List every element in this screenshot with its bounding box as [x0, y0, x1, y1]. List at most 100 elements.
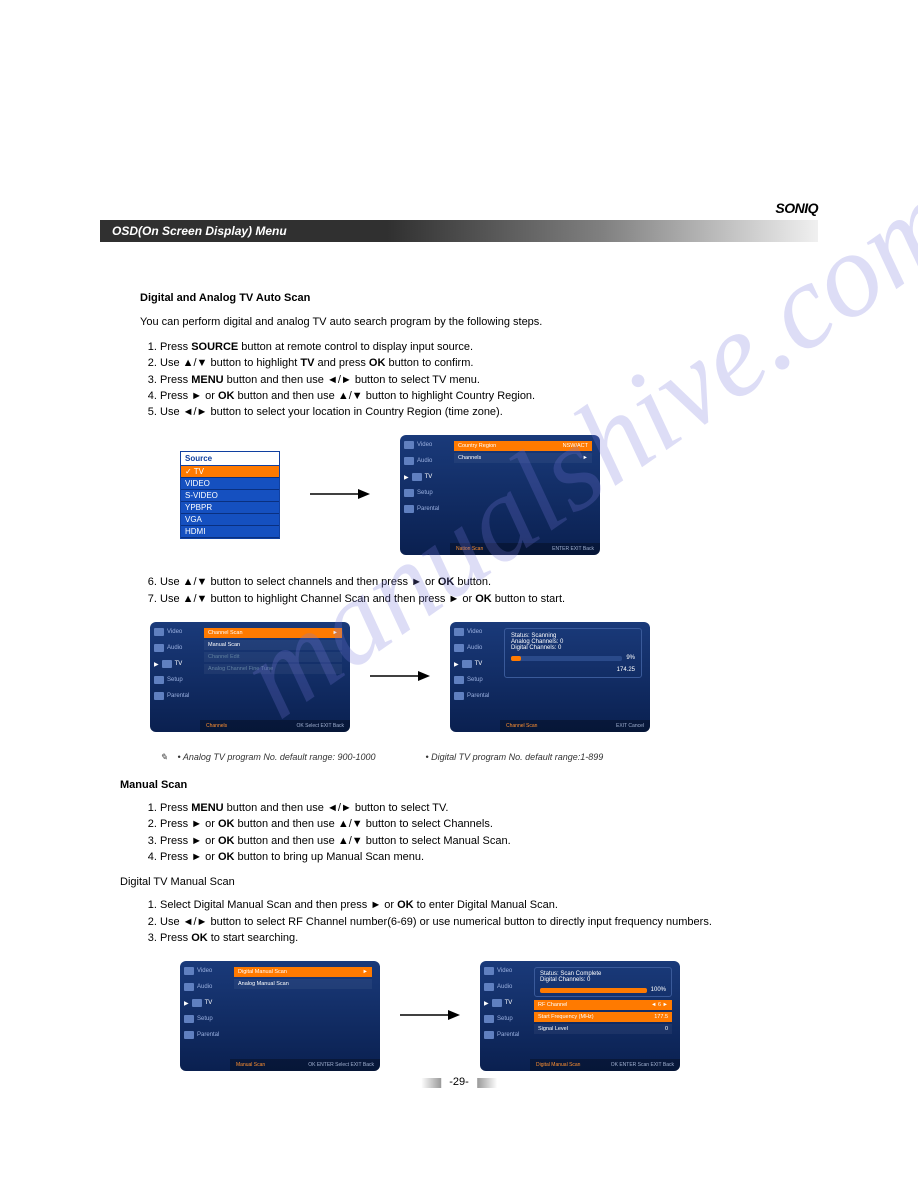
tab-icon	[484, 967, 494, 975]
start-freq-row: Start Frequency (MHz)177.5	[534, 1012, 672, 1022]
osd-footer-controls: ENTER EXIT Back	[552, 546, 594, 552]
tab-icon	[484, 1015, 494, 1023]
tab-icon	[162, 660, 172, 668]
step-item: Press MENU button and then use ◄/► butto…	[160, 801, 818, 815]
steps-list-b: Use ▲/▼ button to select channels and th…	[160, 575, 818, 606]
step-item: Press SOURCE button at remote control to…	[160, 340, 818, 354]
section-heading-manual: Manual Scan	[120, 779, 818, 791]
arrow-right-icon	[310, 488, 370, 503]
tab-icon	[404, 441, 414, 449]
osd-tab: ▶ TV	[404, 473, 446, 481]
osd-footer-label: Channel Scan	[506, 723, 537, 729]
osd-tab: ▶ TV	[454, 660, 496, 668]
caption-digital: • Digital TV program No. default range:1…	[426, 752, 604, 763]
caption-analog: • Analog TV program No. default range: 9…	[178, 752, 376, 763]
tab-icon	[404, 489, 414, 497]
tab-icon	[184, 1031, 194, 1039]
osd-menu-row: Analog Channel Fine Tune	[204, 664, 342, 674]
step-item: Press ► or OK button to bring up Manual …	[160, 850, 818, 864]
tab-icon	[192, 999, 202, 1007]
steps-list-digital: Select Digital Manual Scan and then pres…	[160, 898, 818, 945]
osd-footer-label: Manual Scan	[236, 1062, 265, 1068]
steps-list-manual: Press MENU button and then use ◄/► butto…	[160, 801, 818, 864]
source-menu: Source ✓ TVVIDEOS-VIDEOYPBPRVGAHDMI	[180, 451, 280, 539]
osd-tab: Audio	[404, 457, 446, 465]
osd-tab: Setup	[154, 676, 196, 684]
tab-icon	[492, 999, 502, 1007]
intro-text: You can perform digital and analog TV au…	[140, 316, 818, 328]
tab-icon	[404, 457, 414, 465]
digital-count: Digital Channels: 0	[511, 645, 635, 651]
tab-icon	[154, 676, 164, 684]
osd-tab: Setup	[454, 676, 496, 684]
osd-tab: Video	[184, 967, 226, 975]
osd-menu-row: Analog Manual Scan	[234, 979, 372, 989]
osd-footer-label: Channels	[206, 723, 227, 729]
osd-tab: Setup	[404, 489, 446, 497]
note-caption-icon: ✎	[160, 752, 168, 763]
osd-tab: Video	[454, 628, 496, 636]
osd-tab: Setup	[184, 1015, 226, 1023]
osd-tab: Parental	[184, 1031, 226, 1039]
step-item: Use ▲/▼ button to highlight Channel Scan…	[160, 592, 818, 606]
osd-tab: Setup	[484, 1015, 526, 1023]
osd-tab: Audio	[184, 983, 226, 991]
page-number: -29-	[441, 1076, 477, 1088]
arrow-right-icon	[400, 1009, 460, 1024]
tab-icon	[184, 983, 194, 991]
osd-tab: ▶ TV	[154, 660, 196, 668]
osd-menu-row: Channels►	[454, 453, 592, 463]
osd-tab: Parental	[454, 692, 496, 700]
osd-panel-scanning: VideoAudio▶ TVSetupParental Status: Scan…	[450, 622, 650, 732]
osd-menu-row: Channel Edit	[204, 652, 342, 662]
osd-menu-row: Country RegionNSW/ACT	[454, 441, 592, 451]
osd-tab: ▶ TV	[484, 999, 526, 1007]
osd-tab: Video	[404, 441, 446, 449]
osd-panel-country: Video Audio ▶ TV Setup Parental Country Regi…	[400, 435, 600, 555]
osd-footer-controls: OK ENTER Select EXIT Back	[308, 1062, 374, 1068]
osd-tab: Parental	[404, 505, 446, 513]
source-item: ✓ TV	[181, 466, 279, 478]
osd-panel-channels: VideoAudio▶ TVSetupParental Channel Scan…	[150, 622, 350, 732]
osd-footer-controls: OK Select EXIT Back	[297, 723, 344, 729]
tab-icon	[454, 692, 464, 700]
osd-menu-row: Manual Scan	[204, 640, 342, 650]
step-item: Use ▲/▼ button to highlight TV and press…	[160, 356, 818, 370]
steps-list-a: Press SOURCE button at remote control to…	[160, 340, 818, 419]
step-item: Use ◄/► button to select RF Channel numb…	[160, 915, 818, 929]
osd-tab: Parental	[154, 692, 196, 700]
arrow-right-icon	[370, 670, 430, 685]
tab-icon	[404, 505, 414, 513]
tab-icon	[184, 967, 194, 975]
osd-footer-controls: OK ENTER Scan EXIT Back	[611, 1062, 674, 1068]
source-item: HDMI	[181, 526, 279, 538]
source-item: S-VIDEO	[181, 490, 279, 502]
osd-tab: ▶ TV	[184, 999, 226, 1007]
tab-icon	[454, 644, 464, 652]
osd-footer-label: Nation Scan	[456, 546, 483, 552]
tab-icon	[454, 628, 464, 636]
tab-icon	[184, 1015, 194, 1023]
osd-tab: Audio	[454, 644, 496, 652]
step-item: Press ► or OK button and then use ▲/▼ bu…	[160, 817, 818, 831]
osd-tab: Audio	[484, 983, 526, 991]
tab-icon	[154, 644, 164, 652]
step-item: Press ► or OK button and then use ▲/▼ bu…	[160, 389, 818, 403]
tab-icon	[484, 1031, 494, 1039]
step-item: Press ► or OK button and then use ▲/▼ bu…	[160, 834, 818, 848]
osd-footer-controls: EXIT Cancel	[616, 723, 644, 729]
osd-menu-row: Channel Scan►	[204, 628, 342, 638]
tab-icon	[412, 473, 422, 481]
step-item: Use ▲/▼ button to select channels and th…	[160, 575, 818, 589]
page-title-bar: OSD(On Screen Display) Menu	[100, 220, 818, 242]
source-header: Source	[181, 452, 279, 466]
source-item: YPBPR	[181, 502, 279, 514]
scan-percent: 100%	[651, 987, 666, 993]
step-item: Use ◄/► button to select your location i…	[160, 405, 818, 419]
signal-level-row: Signal Level0	[534, 1024, 672, 1034]
step-item: Select Digital Manual Scan and then pres…	[160, 898, 818, 912]
scan-percent: 9%	[626, 655, 635, 661]
digital-count: Digital Channels: 0	[540, 977, 666, 983]
osd-panel-manual-result: VideoAudio▶ TVSetupParental Status: Scan…	[480, 961, 680, 1071]
osd-tab: Parental	[484, 1031, 526, 1039]
